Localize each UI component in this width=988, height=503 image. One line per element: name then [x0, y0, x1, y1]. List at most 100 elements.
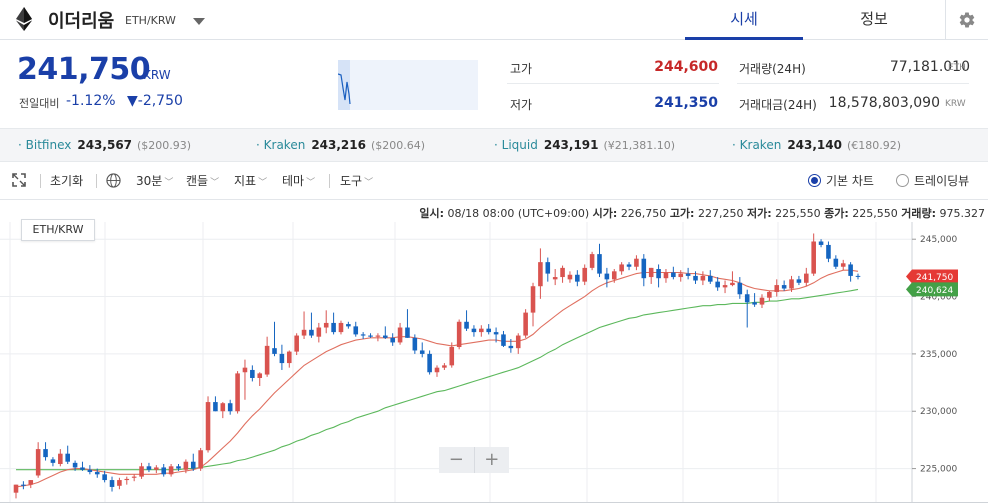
candle-body — [589, 254, 595, 268]
settings-button[interactable] — [945, 0, 988, 40]
globe-icon — [106, 173, 121, 188]
candle-body — [811, 241, 816, 274]
last-price-tag-bg — [906, 269, 958, 284]
candle-body — [346, 324, 351, 327]
tab-info[interactable]: 정보 — [860, 10, 888, 28]
coin-header: 이더리움 ETH/KRW 시세 정보 — [0, 0, 988, 40]
expand-icon — [12, 173, 26, 187]
ma-long-line — [16, 288, 859, 471]
candle-body — [316, 327, 322, 337]
indicator-dropdown[interactable]: 지표 ﹀ — [234, 174, 268, 188]
coin-pair: ETH/KRW — [125, 14, 176, 27]
coin-name: 이더리움 — [48, 11, 115, 32]
candle-body — [405, 327, 410, 338]
candle-body — [449, 347, 455, 366]
candle-body — [35, 449, 41, 476]
candle-body — [272, 348, 277, 354]
candle-body — [161, 467, 167, 475]
candle-body — [139, 466, 144, 477]
caret-down-icon[interactable] — [191, 15, 207, 27]
basic-chart-radio[interactable]: 기본 차트 — [808, 162, 874, 200]
candle-body — [183, 461, 189, 470]
candle-body — [176, 466, 181, 469]
candle-body — [552, 277, 558, 280]
candle-body — [331, 322, 336, 333]
high-value: 244,600 — [654, 59, 718, 75]
reset-button[interactable]: 초기화 — [50, 174, 84, 188]
ma-long-tag: 240,624 — [916, 286, 953, 296]
exchange-item[interactable]: · Liquid 243,191 (¥21,381.10) — [494, 129, 675, 161]
exchange-price: 243,567 — [77, 138, 133, 152]
exchange-name: · Liquid — [494, 138, 538, 152]
candle-body — [752, 302, 757, 305]
candle-body — [397, 327, 403, 343]
candle-body — [117, 480, 122, 486]
candle-body — [737, 282, 743, 295]
exchange-prices-bar: · Bitfinex 243,567 ($200.93) · Kraken 243,2… — [0, 128, 988, 162]
ohlc-info: 일시: 08/18 08:00 (UTC+09:00) 시가: 226,750 … — [419, 207, 985, 220]
y-tick-label: 240,000 — [920, 293, 957, 303]
divider — [96, 174, 97, 188]
exchange-item[interactable]: · Kraken 243,140 (€180.92) — [732, 129, 901, 161]
candle-body — [131, 476, 137, 478]
candlestick-chart[interactable]: 245,000 240,000 235,000 230,000 225,000 241,… — [0, 200, 988, 503]
exchange-item[interactable]: · Bitfinex 243,567 ($200.93) — [18, 129, 191, 161]
trade-value-unit: KRW — [945, 99, 966, 109]
zoom-in-button[interactable]: + — [473, 447, 510, 473]
candle-body — [50, 459, 56, 463]
candle-dropdown[interactable]: 캔들 ﹀ — [186, 174, 220, 188]
candle-body — [626, 264, 632, 267]
radio-unchecked-icon — [896, 174, 909, 187]
candle-body — [72, 462, 78, 468]
candle-body — [530, 286, 536, 313]
candle-body — [486, 328, 491, 333]
price-summary: 241,750 KRW 전일대비 -1.12% ▼-2,750 고가 244,6… — [0, 40, 988, 128]
y-tick-label: 230,000 — [920, 407, 957, 417]
divider — [329, 174, 330, 188]
candle-body — [279, 353, 285, 364]
divider — [40, 174, 41, 188]
radio-checked-icon — [808, 174, 821, 187]
interval-dropdown[interactable]: 30분 ﹀ — [136, 174, 174, 188]
trade-value: 18,578,803,090 — [828, 95, 940, 111]
zoom-out-button[interactable]: − — [448, 449, 464, 470]
candle-body — [796, 279, 802, 283]
candle-body — [604, 273, 610, 280]
candle-body — [648, 267, 654, 278]
candle-body — [818, 241, 824, 245]
candle-body — [774, 285, 780, 292]
candle-body — [427, 353, 432, 373]
candle-body — [759, 297, 765, 305]
chart-pair-label: ETH/KRW — [21, 219, 95, 241]
candle-body — [434, 367, 440, 373]
exchange-item[interactable]: · Kraken 243,216 ($200.64) — [256, 129, 425, 161]
tab-price[interactable]: 시세 — [685, 0, 803, 40]
last-price-tag: 241,750 — [916, 273, 953, 283]
candle-body — [582, 267, 588, 282]
fullscreen-button[interactable] — [12, 162, 26, 200]
exchange-name: · Bitfinex — [18, 138, 72, 152]
candle-body — [656, 269, 661, 279]
exchange-name: · Kraken — [732, 138, 782, 152]
candle-body — [87, 469, 93, 473]
candle-body — [833, 258, 839, 267]
candle-body — [730, 282, 735, 286]
y-tick-label: 225,000 — [920, 465, 957, 475]
ethereum-icon — [16, 7, 32, 31]
candle-body — [242, 367, 248, 373]
candle-body — [567, 274, 573, 280]
low-value: 241,350 — [654, 95, 718, 111]
candle-body — [442, 365, 447, 368]
candle-body — [855, 275, 861, 277]
candle-body — [146, 466, 152, 470]
candle-body — [804, 273, 809, 283]
theme-dropdown[interactable]: 테마 ﹀ — [282, 174, 316, 188]
ma-short-line — [15, 269, 859, 488]
candle-body — [523, 312, 528, 336]
tradingview-radio[interactable]: 트레이딩뷰 — [896, 162, 969, 200]
chart-canvas: 245,000 240,000 235,000 230,000 225,000 241,… — [0, 222, 988, 503]
tools-dropdown[interactable]: 도구 ﹀ — [340, 174, 374, 188]
candles — [13, 233, 861, 499]
timezone-button[interactable] — [106, 162, 121, 200]
exchange-sub-price: ($200.64) — [370, 139, 426, 152]
